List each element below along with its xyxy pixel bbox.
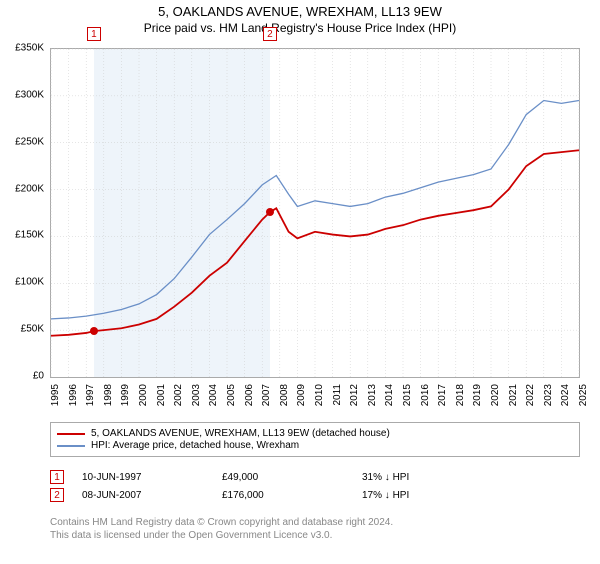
y-tick-label: £0 (33, 371, 44, 382)
data-lines (51, 49, 579, 377)
x-tick-label: 1997 (85, 384, 96, 406)
x-tick-label: 2025 (578, 384, 589, 406)
chart-marker-label: 1 (87, 27, 101, 41)
x-tick-label: 2002 (173, 384, 184, 406)
x-tick-label: 2024 (560, 384, 571, 406)
x-tick-label: 2010 (314, 384, 325, 406)
x-tick-label: 2014 (384, 384, 395, 406)
x-tick-label: 2015 (402, 384, 413, 406)
y-tick-label: £100K (15, 277, 44, 288)
x-tick-label: 2021 (508, 384, 519, 406)
x-tick-label: 1995 (50, 384, 61, 406)
x-tick-label: 2001 (156, 384, 167, 406)
x-tick-label: 2022 (525, 384, 536, 406)
y-tick-label: £150K (15, 230, 44, 241)
y-tick-label: £350K (15, 43, 44, 54)
x-tick-label: 2011 (332, 384, 343, 406)
chart-dot (266, 208, 274, 216)
event-price: £176,000 (222, 490, 362, 501)
event-delta: 31% ↓ HPI (362, 472, 502, 483)
legend-item: 5, OAKLANDS AVENUE, WREXHAM, LL13 9EW (d… (57, 428, 573, 439)
x-tick-label: 2013 (367, 384, 378, 406)
x-tick-label: 2018 (455, 384, 466, 406)
x-tick-label: 2003 (191, 384, 202, 406)
x-tick-label: 2005 (226, 384, 237, 406)
x-tick-label: 2019 (472, 384, 483, 406)
footnote: Contains HM Land Registry data © Crown c… (50, 516, 580, 542)
x-tick-label: 2012 (349, 384, 360, 406)
x-tick-label: 2009 (296, 384, 307, 406)
x-tick-label: 1996 (68, 384, 79, 406)
event-marker-icon: 1 (50, 470, 64, 484)
y-axis-labels: £0£50K£100K£150K£200K£250K£300K£350K (0, 48, 48, 378)
chart-title: 5, OAKLANDS AVENUE, WREXHAM, LL13 9EW (0, 4, 600, 19)
x-tick-label: 1999 (120, 384, 131, 406)
event-table: 1 10-JUN-1997 £49,000 31% ↓ HPI 2 08-JUN… (50, 466, 580, 506)
x-tick-label: 2000 (138, 384, 149, 406)
event-marker-icon: 2 (50, 488, 64, 502)
event-row: 1 10-JUN-1997 £49,000 31% ↓ HPI (50, 470, 580, 484)
x-axis-labels: 1995 1996 1997 1998 1999 2000 2001 2002 2003 2004… (50, 382, 580, 418)
plot-area: 12 (50, 48, 580, 378)
footnote-line: Contains HM Land Registry data © Crown c… (50, 516, 580, 529)
y-tick-label: £50K (21, 324, 44, 335)
event-price: £49,000 (222, 472, 362, 483)
x-tick-label: 1998 (103, 384, 114, 406)
x-tick-label: 2007 (261, 384, 272, 406)
y-tick-label: £300K (15, 89, 44, 100)
legend-swatch (57, 433, 85, 435)
legend-label: HPI: Average price, detached house, Wrex… (91, 440, 299, 451)
event-date: 10-JUN-1997 (82, 472, 222, 483)
event-row: 2 08-JUN-2007 £176,000 17% ↓ HPI (50, 488, 580, 502)
x-tick-label: 2017 (437, 384, 448, 406)
x-tick-label: 2006 (244, 384, 255, 406)
legend-label: 5, OAKLANDS AVENUE, WREXHAM, LL13 9EW (d… (91, 428, 390, 439)
x-tick-label: 2004 (208, 384, 219, 406)
footnote-line: This data is licensed under the Open Gov… (50, 529, 580, 542)
x-tick-label: 2008 (279, 384, 290, 406)
x-tick-label: 2020 (490, 384, 501, 406)
y-tick-label: £200K (15, 183, 44, 194)
legend: 5, OAKLANDS AVENUE, WREXHAM, LL13 9EW (d… (50, 422, 580, 457)
x-tick-label: 2023 (543, 384, 554, 406)
legend-item: HPI: Average price, detached house, Wrex… (57, 440, 573, 451)
event-date: 08-JUN-2007 (82, 490, 222, 501)
chart-marker-label: 2 (263, 27, 277, 41)
y-tick-label: £250K (15, 136, 44, 147)
event-delta: 17% ↓ HPI (362, 490, 502, 501)
chart-dot (90, 327, 98, 335)
x-tick-label: 2016 (420, 384, 431, 406)
legend-swatch (57, 445, 85, 447)
